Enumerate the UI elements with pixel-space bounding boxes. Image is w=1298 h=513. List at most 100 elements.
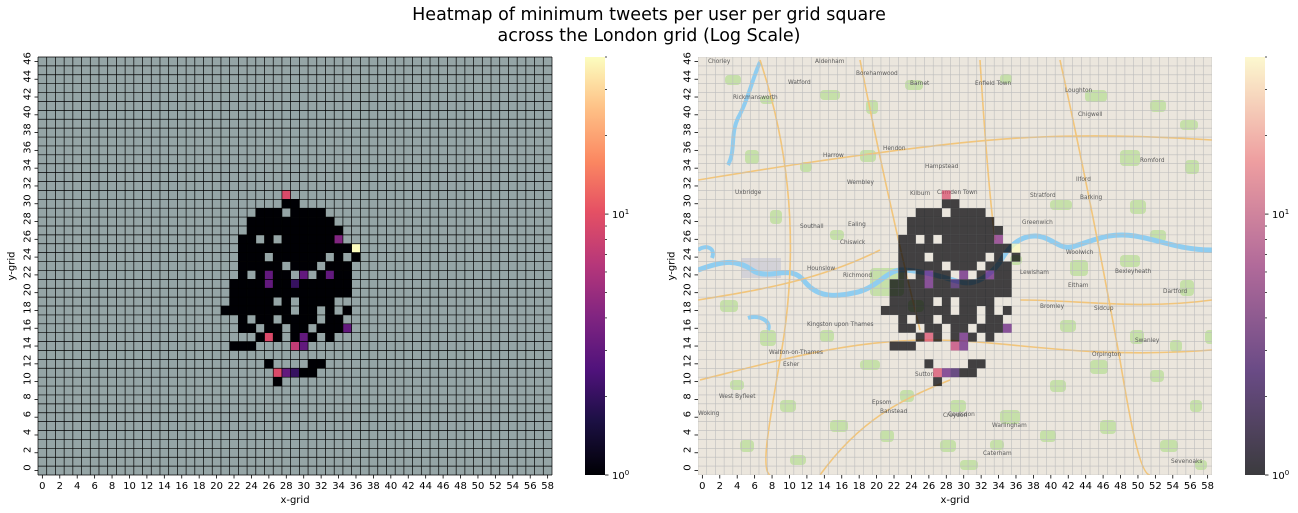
heatmap-cell: [959, 279, 969, 289]
heatmap-cell: [299, 314, 309, 324]
x-tick-label: 38: [1027, 481, 1040, 492]
x-tick-label: 0: [699, 481, 705, 492]
heatmap-cell: [255, 332, 265, 342]
y-tick-label: 36: [23, 141, 34, 154]
heatmap-cell: [1002, 261, 1012, 271]
heatmap-cell: [898, 323, 908, 333]
x-tick-label: 6: [751, 481, 757, 492]
map-place-label: Greenwich: [1022, 220, 1053, 226]
heatmap-cell: [933, 270, 942, 280]
heatmap-cell: [994, 234, 1003, 244]
heatmap-cell: [220, 306, 230, 315]
x-tick-label: 20: [870, 481, 883, 492]
heatmap-cell: [959, 323, 969, 333]
heatmap-cell: [308, 252, 317, 262]
heatmap-cell: [941, 217, 951, 226]
map-park: [830, 420, 848, 432]
map-reservoir: [747, 315, 771, 331]
map-place-label: Kingston upon Thames: [807, 322, 874, 328]
heatmap-cell: [334, 261, 343, 271]
y-tick-label: 16: [23, 319, 34, 332]
heatmap-cell: [933, 323, 942, 333]
left-heatmap-panel: 0 2 4 6 8 10 12 14 16 18 20 22 24 26 28 30 32 34 36 38 40 42 4…: [7, 52, 630, 506]
heatmap-cell: [1011, 252, 1021, 262]
heatmap-cell: [924, 297, 934, 307]
x-tick-label: 8: [769, 481, 775, 492]
heatmap-cell: [933, 225, 942, 235]
heatmap-cell: [924, 314, 934, 324]
heatmap-cell: [299, 279, 309, 289]
map-park: [990, 440, 1004, 450]
heatmap-cell: [915, 314, 925, 324]
map-place-label: Eltham: [1068, 283, 1089, 289]
heatmap-cell: [968, 359, 977, 369]
x-tick-label: 52: [489, 481, 502, 492]
heatmap-cell: [308, 261, 317, 271]
map-park: [760, 330, 776, 346]
x-tick-label: 2: [57, 481, 63, 492]
heatmap-cell: [950, 252, 960, 262]
map-park: [1150, 100, 1166, 112]
heatmap-cell: [924, 208, 934, 218]
heatmap-cell: [334, 225, 343, 235]
x-tick-label: 18: [853, 481, 866, 492]
y-tick-label: 32: [683, 177, 694, 190]
x-tick-label: 26: [922, 481, 935, 492]
map-place-label: Sutton: [915, 372, 934, 378]
y-tick-label: 12: [23, 354, 34, 367]
heatmap-cell: [933, 306, 942, 315]
map-place-label: Chiswick: [840, 240, 866, 246]
heatmap-cell: [238, 288, 248, 298]
heatmap-cell: [334, 323, 343, 333]
heatmap-cell: [342, 288, 352, 298]
heatmap-cell: [985, 297, 995, 307]
heatmap-cell: [976, 288, 986, 298]
heatmap-cell: [255, 261, 265, 271]
heatmap-cell: [933, 243, 942, 253]
heatmap-cell: [985, 332, 995, 342]
y-tick-label: 6: [683, 411, 694, 417]
map-place-label: Orpington: [1092, 352, 1121, 358]
heatmap-cell: [976, 252, 986, 262]
heatmap-cell: [950, 341, 960, 351]
heatmap-cell: [290, 368, 300, 378]
y-tick-label: 10: [683, 372, 694, 385]
heatmap-cell: [1002, 243, 1012, 253]
x-tick-label: 10: [783, 481, 796, 492]
heatmap-cell: [915, 306, 925, 315]
heatmap-cell: [959, 252, 969, 262]
heatmap-cell: [334, 279, 343, 289]
map-park: [1070, 260, 1088, 276]
heatmap-cell: [959, 225, 969, 235]
heatmap-cell: [941, 234, 951, 244]
y-tick-label: 0: [683, 464, 694, 470]
heatmap-cell: [907, 288, 916, 298]
map-park: [1040, 430, 1056, 442]
heatmap-cell: [985, 306, 995, 315]
y-tick-label: 12: [683, 354, 694, 367]
heatmap-cell: [247, 234, 256, 244]
heatmap-cell: [325, 306, 335, 315]
map-place-label: Hampstead: [925, 164, 959, 170]
map-place-label: West Byfleet: [719, 394, 756, 400]
heatmap-cell: [968, 225, 977, 235]
x-tick-label: 48: [1114, 481, 1127, 492]
heatmap-cell: [898, 288, 908, 298]
heatmap-cell: [238, 252, 248, 262]
heatmap-cell: [976, 270, 986, 280]
x-tick-label: 4: [734, 481, 740, 492]
heatmap-cell: [976, 217, 986, 226]
map-place-label: Harrow: [823, 153, 844, 159]
heatmap-cell: [255, 252, 265, 262]
heatmap-cell: [299, 306, 309, 315]
map-park: [1100, 420, 1116, 434]
heatmap-cell: [959, 208, 969, 218]
x-tick-label: 32: [315, 481, 328, 492]
heatmap-cell: [933, 208, 942, 218]
y-axis-title: y-grid: [7, 252, 18, 281]
heatmap-cell: [325, 243, 335, 253]
heatmap-cell: [316, 217, 326, 226]
x-tick-label: 42: [1062, 481, 1075, 492]
heatmap-cell: [950, 217, 960, 226]
y-tick-label: 14: [23, 337, 34, 350]
